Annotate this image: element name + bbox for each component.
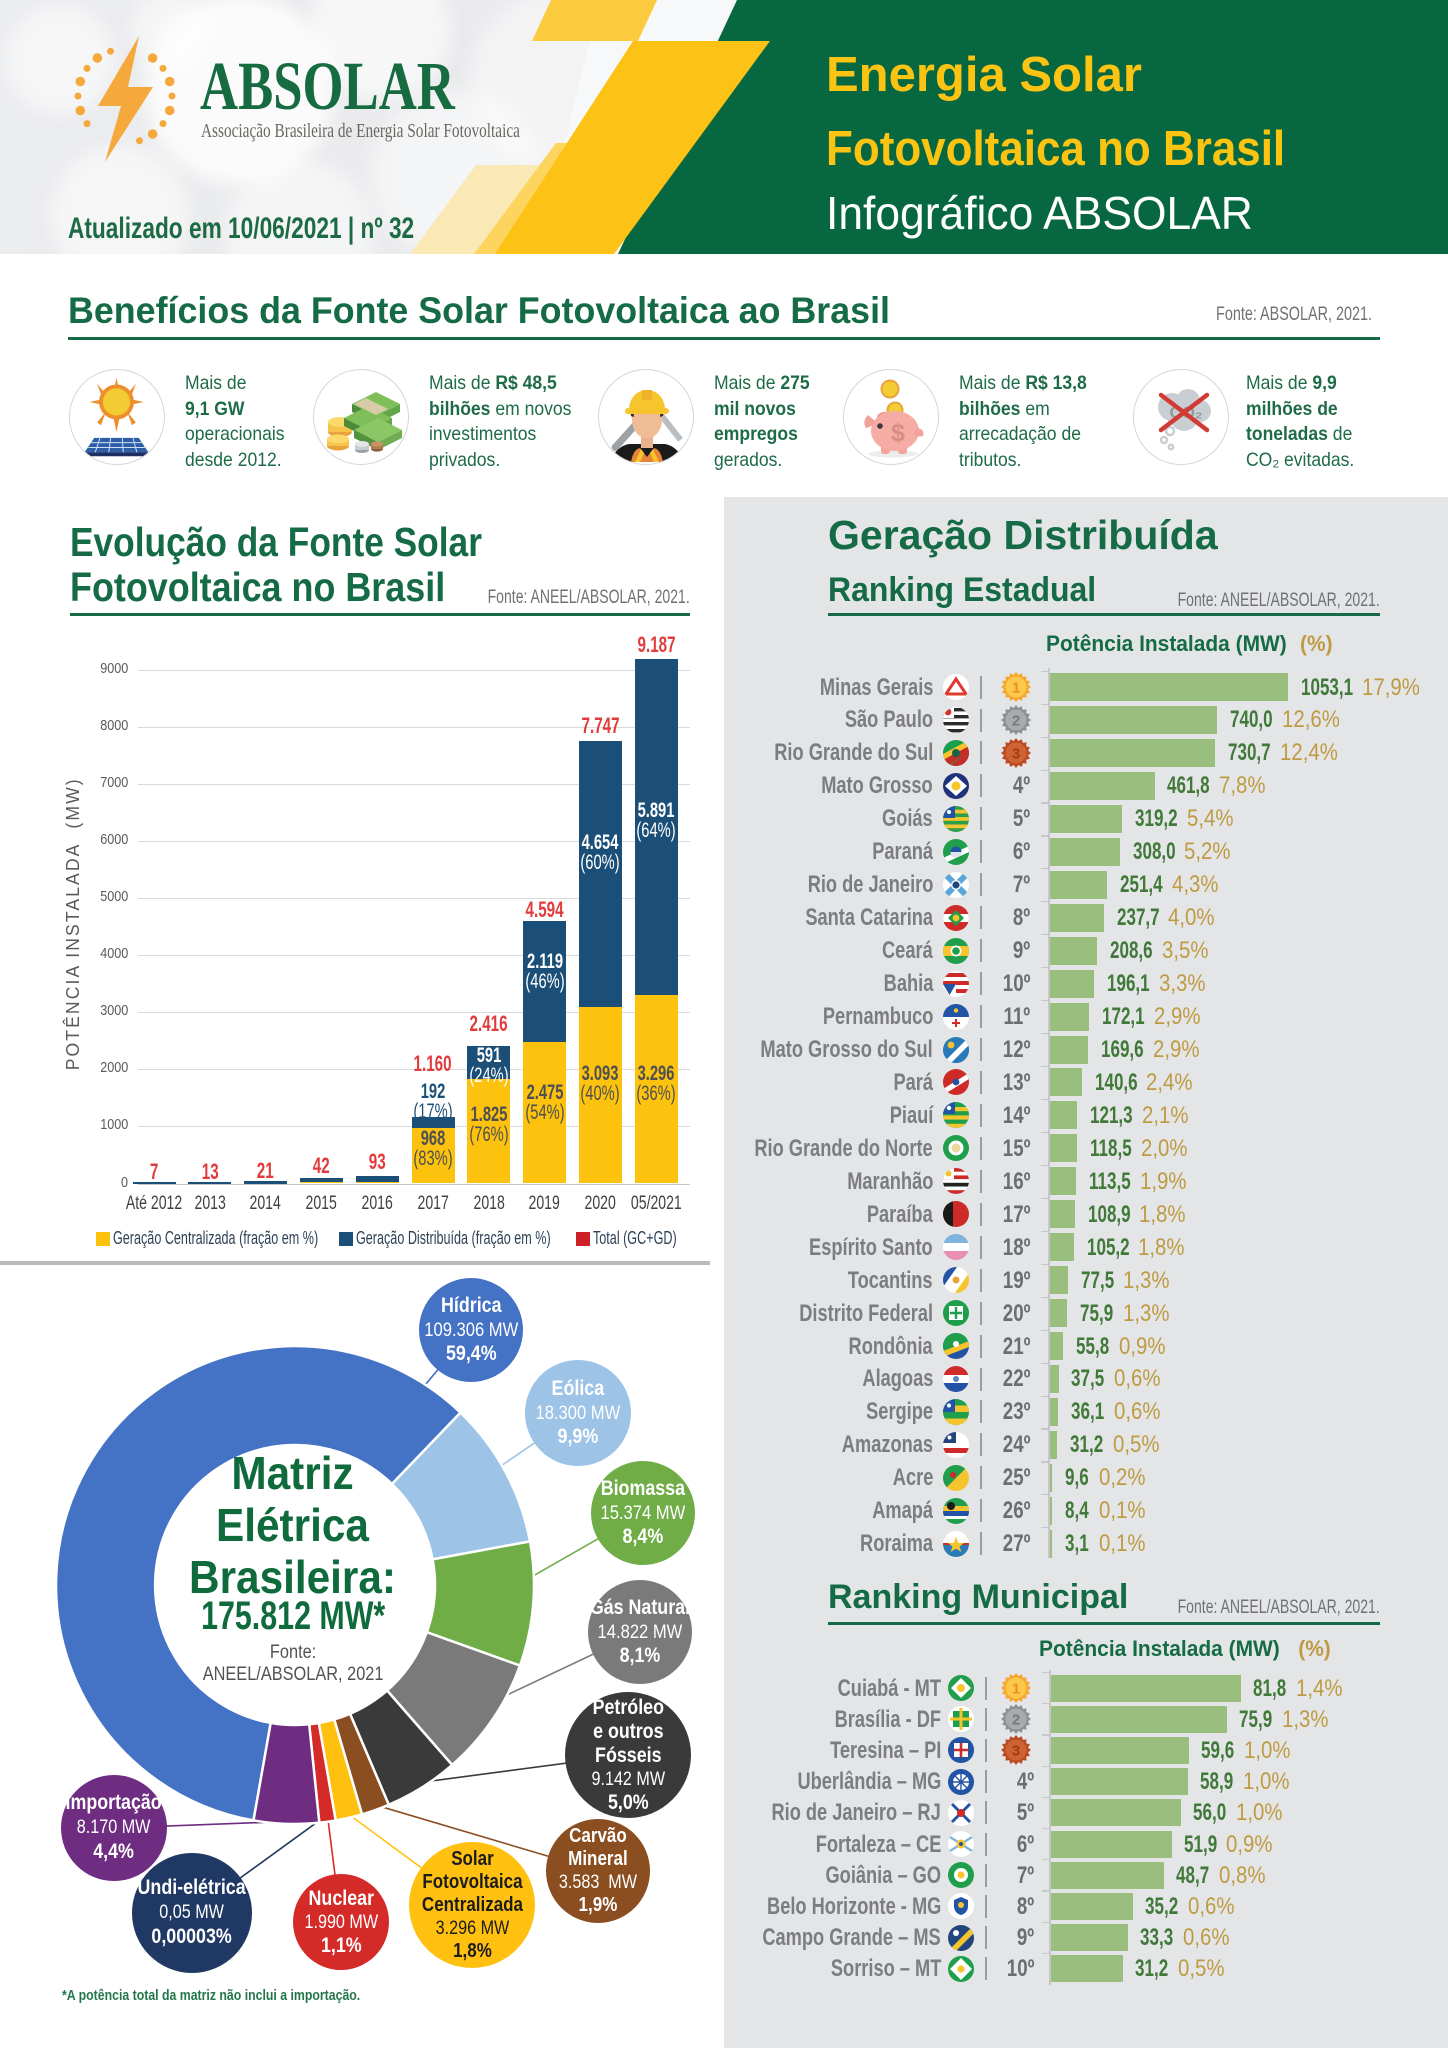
svg-text:3: 3 <box>1012 745 1020 762</box>
svg-text:$: $ <box>891 419 905 447</box>
svg-text:2: 2 <box>1012 712 1020 729</box>
svg-text:2: 2 <box>1012 1712 1020 1729</box>
svg-text:1: 1 <box>1012 680 1020 697</box>
svg-text:1: 1 <box>1012 1681 1020 1698</box>
svg-text:3: 3 <box>1012 1743 1020 1760</box>
